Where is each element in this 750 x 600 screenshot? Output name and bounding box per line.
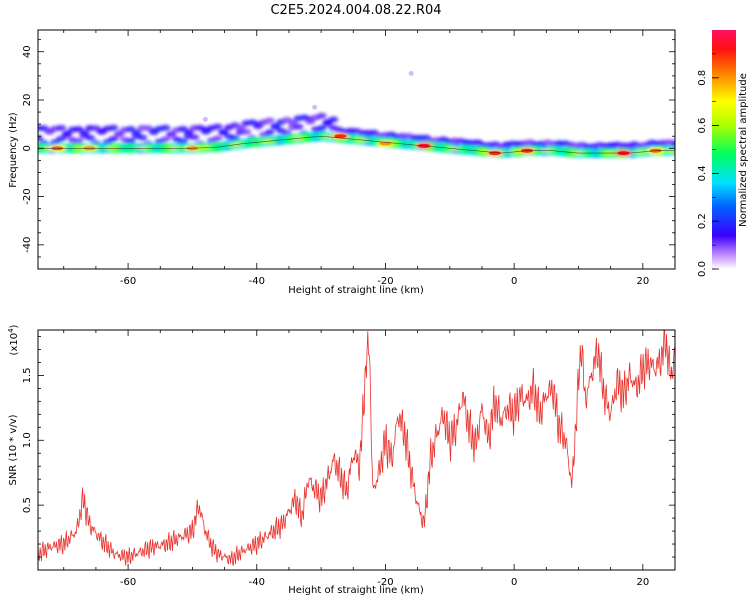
colorbar-label: Normalized spectral amplitude: [738, 73, 749, 227]
x-tick-label: 0: [511, 577, 517, 588]
spectral-hotspot: [334, 134, 347, 139]
colorbar: 0.0 0.2 0.4 0.6 0.8 Normalized spectral ampl…: [697, 30, 749, 277]
spectral-outlier-point: [312, 104, 318, 110]
spectrogram-frame: [37, 29, 676, 270]
svg-text:(x104): (x104): [7, 324, 20, 355]
x-tick-label: -20: [377, 276, 393, 287]
x-tick-label: 0: [511, 276, 517, 287]
spectrogram-ylabel: Frequency (Hz): [8, 112, 19, 188]
x-tick-label: -20: [377, 577, 393, 588]
x-tick-label: -60: [120, 577, 136, 588]
colorbar-ticks: 0.0 0.2 0.4 0.6 0.8: [697, 53, 719, 277]
x-tick-label: 20: [636, 577, 649, 588]
y-tick-label: 20: [22, 94, 33, 107]
y-tick-label: -20: [22, 188, 33, 204]
spectral-outlier-point: [408, 70, 414, 76]
snr-multiplier: (x104): [7, 324, 20, 355]
spectrogram-panel: -60 -40 -20 0 20 -40 -20 0 20 40 Height of straig…: [8, 29, 676, 296]
snr-multiplier-exp: 4: [7, 328, 15, 333]
snr-multiplier-base: (x10: [9, 333, 20, 356]
y-tick-label: 1.0: [22, 432, 33, 448]
spectral-outlier-point: [202, 116, 208, 122]
figure-title: C2E5.2024.004.08.22.R04: [270, 3, 441, 18]
snr-ticks: -60 -40 -20 0 20 0.5 1.0 1.5: [22, 330, 676, 588]
snr-series-line: [38, 330, 675, 566]
y-tick-label: 0: [22, 145, 33, 151]
colorbar-tick-label: 0.0: [697, 261, 708, 277]
x-tick-label: -40: [249, 577, 265, 588]
snr-xlabel: Height of straight line (km): [288, 585, 424, 596]
y-tick-label: 40: [22, 45, 33, 58]
spectral-heatmap: [38, 70, 675, 159]
colorbar-tick-label: 0.8: [697, 70, 708, 86]
spectrogram-xlabel: Height of straight line (km): [288, 285, 424, 296]
snr-ylabel: SNR (10 * v/v): [8, 414, 19, 485]
y-tick-label: -40: [22, 237, 33, 253]
spectrogram-ticks: -60 -40 -20 0 20 -40 -20 0 20 40: [22, 30, 676, 287]
snr-multiplier-close: ): [9, 324, 20, 328]
snr-panel: -60 -40 -20 0 20 0.5 1.0 1.5 Height of straight…: [7, 324, 676, 596]
colorbar-tick-label: 0.6: [697, 118, 708, 134]
y-tick-label: 1.5: [22, 367, 33, 383]
snr-frame: [37, 329, 676, 571]
x-tick-label: -60: [120, 276, 136, 287]
colorbar-tick-label: 0.4: [697, 165, 708, 181]
colorbar-tick-label: 0.2: [697, 213, 708, 229]
x-tick-label: -40: [249, 276, 265, 287]
x-tick-label: 20: [636, 276, 649, 287]
y-tick-label: 0.5: [22, 497, 33, 513]
